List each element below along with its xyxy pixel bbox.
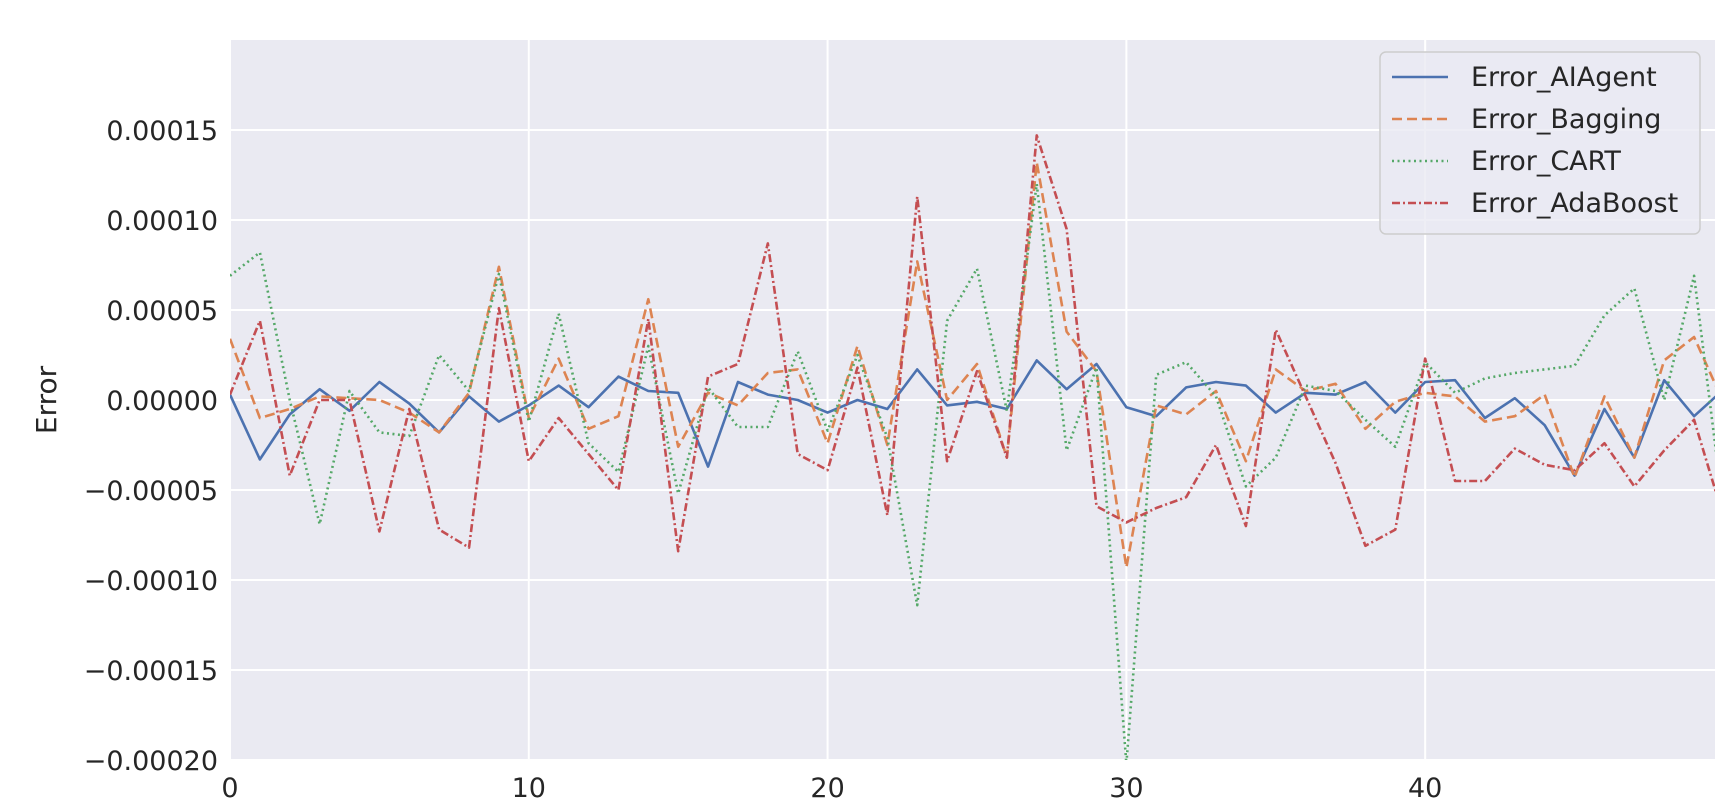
series-line-error-bagging [230,161,1715,569]
y-tick-label: −0.00010 [84,566,218,597]
x-tick-label: 40 [1408,773,1442,804]
y-axis-label: Error [30,365,63,434]
tick-labels: 0 10 20 30 40 −0.00020 −0.00015 −0.00010 −0.0000… [84,116,1443,804]
legend-label: Error_CART [1471,146,1621,177]
legend-box [1379,51,1701,235]
series-line-error-adaboost [230,134,1715,553]
y-tick-label: −0.00020 [84,746,218,777]
x-tick-label: 10 [512,773,546,804]
legend: Error_AIAgent Error_Bagging Error_CART Erro… [1379,51,1701,235]
y-tick-label: 0.00010 [106,206,218,237]
series-line-error-aiagent [230,359,1715,477]
y-tick-label: 0.00015 [106,116,218,147]
x-tick-label: 0 [221,773,238,804]
y-tick-label: 0.00005 [106,296,218,327]
series-layer [230,134,1715,760]
grid-lines [229,40,1715,761]
legend-label: Error_AIAgent [1471,62,1657,93]
legend-label: Error_AdaBoost [1471,188,1678,219]
y-tick-label: −0.00015 [84,656,218,687]
y-tick-label: 0.00000 [106,386,218,417]
x-tick-label: 30 [1109,773,1143,804]
legend-label: Error_Bagging [1471,104,1661,135]
y-tick-label: −0.00005 [84,476,218,507]
x-tick-label: 20 [810,773,844,804]
